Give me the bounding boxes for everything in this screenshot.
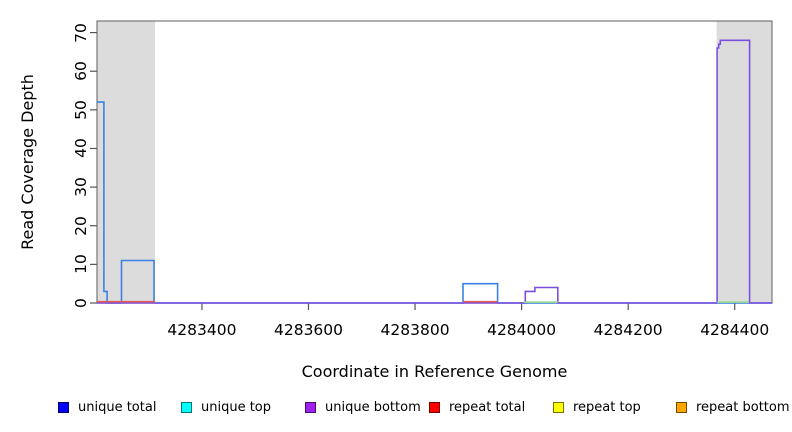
y-tick-label: 60 <box>72 61 90 82</box>
legend-item-unique-top: unique top <box>181 399 272 415</box>
legend-item-repeat-total: repeat total <box>429 399 526 415</box>
legend-label: unique bottom <box>325 399 421 415</box>
legend-swatch-icon <box>58 401 69 413</box>
x-tick-label: 4283800 <box>380 321 450 339</box>
y-axis-title: Read Coverage Depth <box>18 74 37 250</box>
series-unique-total <box>97 101 772 304</box>
plot-box <box>96 20 773 304</box>
y-tick-label: 50 <box>72 99 90 120</box>
legend-label: unique total <box>78 399 157 415</box>
x-tick-label: 4284400 <box>700 321 770 339</box>
legend-swatch-icon <box>305 401 316 413</box>
legend-swatch-icon <box>553 401 564 413</box>
x-tick-label: 4284200 <box>593 321 663 339</box>
legend-item-repeat-top: repeat top <box>553 399 641 415</box>
legend-label: repeat top <box>573 399 641 415</box>
y-tick-label: 30 <box>72 177 90 197</box>
x-tick-label: 4283600 <box>273 321 344 339</box>
legend-item-unique-total: unique total <box>58 399 157 415</box>
series-unique-bottom <box>97 39 772 304</box>
legend-label: unique top <box>201 399 272 415</box>
x-axis-title: Coordinate in Reference Genome <box>301 362 568 381</box>
legend-swatch-icon <box>429 401 440 413</box>
highlight-region <box>716 21 772 303</box>
legend-swatch-icon <box>676 401 687 413</box>
x-tick-label: 4283400 <box>167 321 237 339</box>
legend-label: repeat total <box>449 399 526 415</box>
y-tick-label: 40 <box>72 138 90 159</box>
highlight-region <box>97 21 156 303</box>
legend-label: repeat bottom <box>696 399 790 415</box>
y-tick-label: 0 <box>72 298 90 308</box>
y-tick-label: 20 <box>72 215 90 236</box>
legend-swatch-icon <box>181 401 192 413</box>
y-tick-label: 70 <box>72 22 90 43</box>
y-tick-label: 10 <box>72 254 90 275</box>
legend-item-unique-bottom: unique bottom <box>305 399 421 415</box>
x-tick-label: 4284000 <box>487 321 557 339</box>
legend-item-repeat-bottom: repeat bottom <box>676 399 790 415</box>
